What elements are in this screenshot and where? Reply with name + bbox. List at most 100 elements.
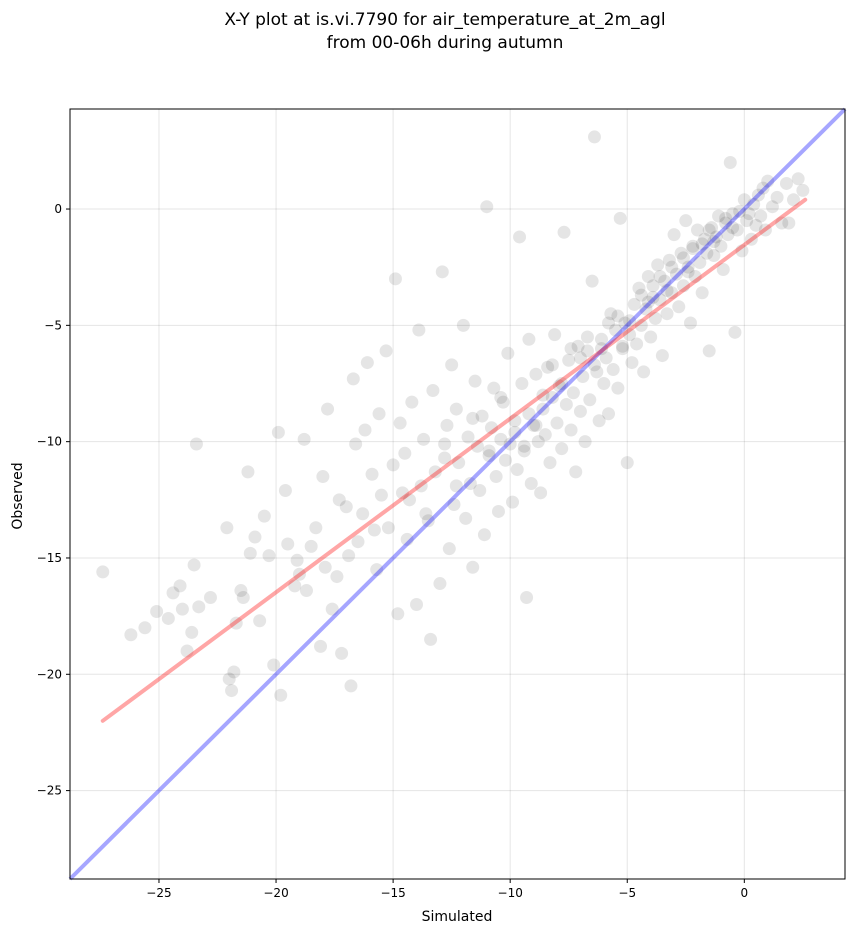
- data-point-210: [751, 188, 765, 202]
- data-point-214: [761, 174, 775, 188]
- data-point-201: [730, 223, 744, 237]
- data-point-74: [428, 465, 442, 479]
- data-point-205: [740, 214, 754, 228]
- data-point-78: [440, 418, 454, 432]
- data-point-27: [267, 658, 281, 672]
- data-point-88: [466, 560, 480, 574]
- data-point-49: [351, 535, 365, 549]
- data-point-61: [391, 607, 405, 621]
- data-point-133: [571, 339, 585, 353]
- data-point-167: [651, 258, 665, 272]
- data-point-94: [480, 200, 494, 214]
- data-point-213: [758, 223, 772, 237]
- data-point-232: [494, 390, 508, 404]
- data-point-114: [527, 418, 541, 432]
- y-tick-label-5: 0: [54, 202, 62, 216]
- data-point-8: [180, 644, 194, 658]
- data-point-208: [747, 197, 761, 211]
- data-point-222: [796, 183, 810, 197]
- data-point-183: [688, 269, 702, 283]
- data-point-160: [634, 318, 648, 332]
- data-point-86: [461, 430, 475, 444]
- data-point-28: [271, 425, 285, 439]
- data-point-175: [669, 267, 683, 281]
- data-point-253: [660, 283, 674, 297]
- data-point-211: [754, 209, 768, 223]
- data-point-198: [723, 156, 737, 170]
- data-point-207: [744, 232, 758, 246]
- y-axis-label: Observed: [10, 462, 26, 529]
- data-point-150: [611, 381, 625, 395]
- data-point-173: [665, 286, 679, 300]
- data-point-218: [779, 176, 793, 190]
- data-point-258: [419, 507, 433, 521]
- data-point-177: [674, 246, 688, 260]
- data-point-248: [536, 388, 550, 402]
- data-point-66: [405, 395, 419, 409]
- identity-line: [68, 107, 847, 881]
- data-point-119: [538, 428, 552, 442]
- data-point-120: [541, 360, 555, 374]
- data-point-5: [166, 586, 180, 600]
- data-point-118: [536, 402, 550, 416]
- data-point-113: [524, 477, 538, 491]
- data-point-197: [721, 228, 735, 242]
- data-point-181: [683, 316, 697, 330]
- data-point-162: [639, 302, 653, 316]
- data-point-184: [690, 223, 704, 237]
- data-point-22: [243, 546, 257, 560]
- y-tick-label-1: −20: [37, 667, 62, 681]
- data-point-257: [449, 479, 463, 493]
- data-point-93: [477, 528, 491, 542]
- y-tick-label-3: −10: [37, 435, 62, 449]
- data-point-111: [520, 591, 534, 605]
- data-point-123: [548, 328, 562, 342]
- data-point-26: [262, 549, 276, 563]
- data-point-148: [606, 363, 620, 377]
- y-tick-label-0: −25: [37, 784, 62, 798]
- data-point-100: [494, 432, 508, 446]
- data-point-154: [620, 456, 634, 470]
- data-point-0: [96, 565, 110, 579]
- data-point-171: [660, 307, 674, 321]
- data-point-39: [316, 470, 330, 484]
- data-point-225: [564, 342, 578, 356]
- data-point-116: [531, 435, 545, 449]
- data-point-53: [365, 467, 379, 481]
- data-point-139: [585, 274, 599, 288]
- data-point-190: [705, 221, 719, 235]
- data-point-140: [587, 130, 601, 144]
- data-point-15: [222, 672, 236, 686]
- data-point-193: [712, 209, 726, 223]
- data-point-240: [646, 279, 660, 293]
- data-point-246: [482, 444, 496, 458]
- data-point-1: [124, 628, 138, 642]
- data-point-48: [349, 437, 363, 451]
- data-point-16: [225, 684, 239, 698]
- data-point-194: [714, 239, 728, 253]
- data-point-174: [667, 228, 681, 242]
- data-point-101: [496, 395, 510, 409]
- data-point-92: [475, 409, 489, 423]
- x-tick-label-1: −20: [263, 886, 288, 900]
- data-point-81: [447, 497, 461, 511]
- data-point-178: [676, 279, 690, 293]
- data-point-25: [257, 509, 271, 523]
- data-point-80: [445, 358, 459, 372]
- data-point-196: [719, 216, 733, 230]
- regression-lines: [68, 107, 847, 881]
- data-point-10: [187, 558, 201, 572]
- data-point-192: [709, 230, 723, 244]
- data-point-55: [372, 407, 386, 421]
- data-point-238: [611, 309, 625, 323]
- data-point-202: [733, 204, 747, 218]
- data-point-249: [555, 377, 569, 391]
- data-point-35: [299, 584, 313, 598]
- data-point-223: [522, 332, 536, 346]
- data-point-243: [702, 223, 716, 237]
- data-point-259: [395, 486, 409, 500]
- data-point-50: [356, 507, 370, 521]
- data-point-172: [662, 253, 676, 267]
- x-tick-label-5: 0: [740, 886, 748, 900]
- data-point-124: [550, 416, 564, 430]
